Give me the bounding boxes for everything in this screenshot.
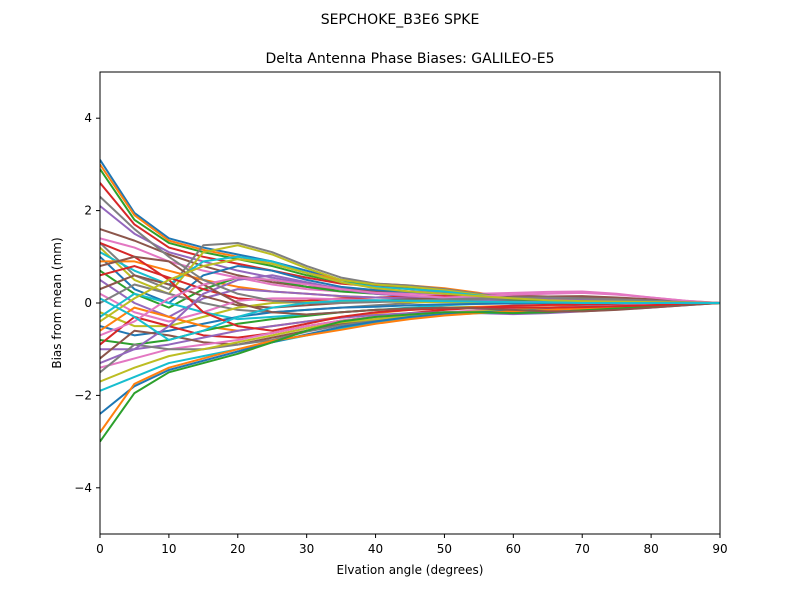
x-tick-label: 0: [96, 542, 104, 556]
series-line-34: [100, 242, 720, 332]
x-axis: 0 10 20 30 40 50 60 70 80 90: [96, 534, 728, 556]
x-tick-label: 50: [437, 542, 452, 556]
x-tick-label: 80: [643, 542, 658, 556]
y-tick-label: 0: [84, 296, 92, 310]
x-tick-label: 60: [506, 542, 521, 556]
series-group: [100, 159, 720, 443]
x-axis-label: Elvation angle (degrees): [337, 563, 484, 577]
x-tick-label: 20: [230, 542, 245, 556]
chart-suptitle: SEPCHOKE_B3E6 SPKE: [321, 12, 480, 28]
series-line-39: [100, 258, 720, 323]
x-tick-label: 30: [299, 542, 314, 556]
x-tick-label: 40: [368, 542, 383, 556]
y-tick-label: 2: [84, 204, 92, 218]
x-tick-label: 70: [575, 542, 590, 556]
y-tick-label: 4: [84, 111, 92, 125]
series-line-33: [100, 302, 720, 443]
y-axis: −4 −2 0 2 4: [74, 111, 100, 495]
y-tick-label: −4: [74, 481, 92, 495]
x-tick-label: 90: [712, 542, 727, 556]
y-tick-label: −2: [74, 388, 92, 402]
series-line-37: [100, 276, 720, 337]
series-line-16: [100, 274, 720, 309]
plot-area: [100, 159, 720, 443]
series-line-40: [100, 297, 720, 341]
x-tick-label: 10: [161, 542, 176, 556]
chart-title: Delta Antenna Phase Biases: GALILEO-E5: [265, 51, 554, 67]
y-axis-label: Bias from mean (mm): [50, 237, 64, 368]
